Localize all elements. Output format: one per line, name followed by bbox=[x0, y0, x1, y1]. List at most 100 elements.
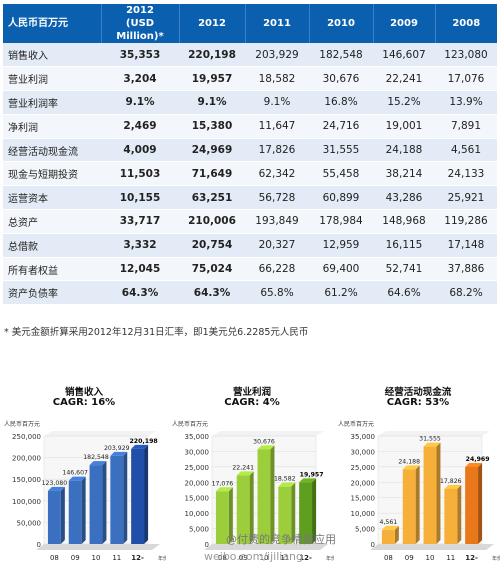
bar bbox=[68, 480, 82, 544]
data-label: 220,198 bbox=[130, 438, 158, 445]
bar-top bbox=[215, 487, 233, 492]
plot-floor bbox=[370, 544, 494, 550]
value-cell: 19,957 bbox=[179, 66, 245, 92]
bar-side bbox=[394, 525, 399, 544]
value-cell: 20,754 bbox=[179, 233, 245, 258]
y-tick-label: 35,000 bbox=[185, 433, 210, 441]
row-label: 总借款 bbox=[3, 233, 101, 258]
value-cell: 220,198 bbox=[179, 43, 245, 68]
value-cell: 20,327 bbox=[245, 233, 309, 258]
plot-top-edge bbox=[378, 431, 490, 436]
table-header-row: 人民币百万元 2012 (USD Million)* 2012 2011 201… bbox=[3, 4, 497, 43]
bar-top bbox=[131, 444, 149, 449]
chart-title: 销售收入 bbox=[64, 387, 103, 398]
y-tick-label: 0 bbox=[205, 541, 209, 549]
value-cell: 178,984 bbox=[309, 209, 373, 234]
bar-side bbox=[312, 478, 317, 544]
row-label: 资产负债率 bbox=[3, 280, 101, 306]
data-label: 203,929 bbox=[104, 445, 130, 452]
value-cell: 210,006 bbox=[179, 209, 245, 234]
value-cell: 18,582 bbox=[245, 66, 309, 92]
bar-top bbox=[89, 461, 107, 466]
bar-side bbox=[415, 465, 420, 544]
x-tick-label: 10 bbox=[260, 554, 269, 562]
row-label: 所有者权益 bbox=[3, 257, 101, 282]
value-cell: 25,921 bbox=[435, 185, 497, 211]
x-tick-label: 08 bbox=[218, 554, 227, 562]
table-row: 净利润 2,469 15,380 11,647 24,716 19,001 7,891 bbox=[3, 114, 497, 139]
header-year: 2010 bbox=[309, 4, 374, 43]
x-tick-label: 10 bbox=[92, 554, 101, 562]
value-cell: 65.8% bbox=[245, 280, 309, 306]
row-label: 运营资本 bbox=[3, 185, 101, 211]
data-label: 17,826 bbox=[440, 478, 462, 485]
y-tick-label: 150,000 bbox=[12, 476, 41, 484]
y-unit-label: 人民币百万元 bbox=[172, 421, 208, 428]
y-tick-label: 20,000 bbox=[185, 479, 210, 487]
value-cell: 38,214 bbox=[373, 161, 435, 187]
data-label: 31,555 bbox=[419, 436, 441, 443]
data-label: 146,607 bbox=[62, 470, 88, 477]
y-tick-label: 250,000 bbox=[12, 433, 41, 441]
x-tick-label: 08 bbox=[384, 554, 393, 562]
value-cell: 62,342 bbox=[245, 161, 309, 187]
y-tick-label: 50,000 bbox=[17, 519, 42, 527]
bar bbox=[236, 475, 250, 544]
usd-value-cell: 33,717 bbox=[101, 209, 179, 234]
table-row: 现金与短期投资 11,503 71,649 62,342 55,458 38,214 24,… bbox=[3, 161, 497, 187]
plot-floor bbox=[204, 544, 328, 550]
table-row: 销售收入 35,353 220,198 203,929 182,548 146,607 12… bbox=[3, 43, 497, 68]
bar bbox=[381, 529, 395, 544]
y-tick-label: 0 bbox=[371, 541, 375, 549]
chart-revenue: 销售收入 CAGR: 16% 人民币百万元 0 50,000 100,000 150,0… bbox=[2, 378, 166, 572]
value-cell: 68.2% bbox=[435, 280, 497, 306]
x-tick-label: 11 bbox=[112, 554, 121, 562]
header-usd-column: 2012 (USD Million)* bbox=[101, 4, 180, 43]
value-cell: 75,024 bbox=[179, 257, 245, 282]
value-cell: 63,251 bbox=[179, 185, 245, 211]
usd-value-cell: 64.3% bbox=[101, 280, 179, 306]
y-unit-label: 人民币百万元 bbox=[338, 421, 374, 428]
x-suffix-label: 年份 bbox=[326, 555, 334, 562]
x-tick-label: 12- bbox=[131, 554, 144, 562]
bar-side bbox=[102, 461, 107, 544]
data-label: 17,076 bbox=[212, 480, 234, 487]
chart-operating-profit: 营业利润 CAGR: 4% 人民币百万元 0 5,000 10,000 15,000 20… bbox=[170, 378, 334, 572]
table-row: 经营活动现金流 4,009 24,969 17,826 31,555 24,188 4,56… bbox=[3, 138, 497, 163]
bar-side bbox=[291, 482, 296, 544]
x-suffix-label: 年份 bbox=[492, 555, 500, 562]
chart-plot: 人民币百万元 0 50,000 100,000 150,000 200,000 250,00… bbox=[4, 421, 166, 562]
plot-top-edge bbox=[212, 431, 324, 436]
bar-side bbox=[228, 487, 233, 544]
x-tick-label: 09 bbox=[71, 554, 80, 562]
usd-value-cell: 2,469 bbox=[101, 114, 179, 139]
value-cell: 146,607 bbox=[373, 43, 435, 68]
usd-value-cell: 4,009 bbox=[101, 138, 179, 163]
table-row: 总资产 33,717 210,006 193,849 178,984 148,968 119… bbox=[3, 209, 497, 234]
value-cell: 69,400 bbox=[309, 257, 373, 282]
row-label: 净利润 bbox=[3, 114, 101, 139]
y-tick-label: 10,000 bbox=[351, 510, 376, 518]
x-tick-label: 10 bbox=[426, 554, 435, 562]
bar bbox=[131, 448, 145, 544]
bar bbox=[278, 486, 292, 544]
header-year: 2011 bbox=[245, 4, 310, 43]
usd-value-cell: 10,155 bbox=[101, 185, 179, 211]
data-label: 18,582 bbox=[274, 476, 296, 483]
y-tick-label: 15,000 bbox=[185, 495, 210, 503]
row-label: 经营活动现金流 bbox=[3, 138, 101, 163]
bar-top bbox=[47, 486, 65, 491]
bar-side bbox=[457, 484, 462, 544]
y-tick-label: 25,000 bbox=[185, 464, 210, 472]
y-tick-label: 0 bbox=[37, 541, 41, 549]
value-cell: 60,899 bbox=[309, 185, 373, 211]
data-label: 24,188 bbox=[398, 458, 420, 465]
y-tick-label: 5,000 bbox=[355, 526, 375, 534]
chart-title: 营业利润 bbox=[232, 387, 271, 398]
value-cell: 56,728 bbox=[245, 185, 309, 211]
table-row: 所有者权益 12,045 75,024 66,228 69,400 52,741 37,88… bbox=[3, 257, 497, 282]
data-label: 4,561 bbox=[380, 519, 398, 526]
value-cell: 55,458 bbox=[309, 161, 373, 187]
usd-value-cell: 3,204 bbox=[101, 66, 179, 92]
value-cell: 9.1% bbox=[245, 90, 309, 115]
